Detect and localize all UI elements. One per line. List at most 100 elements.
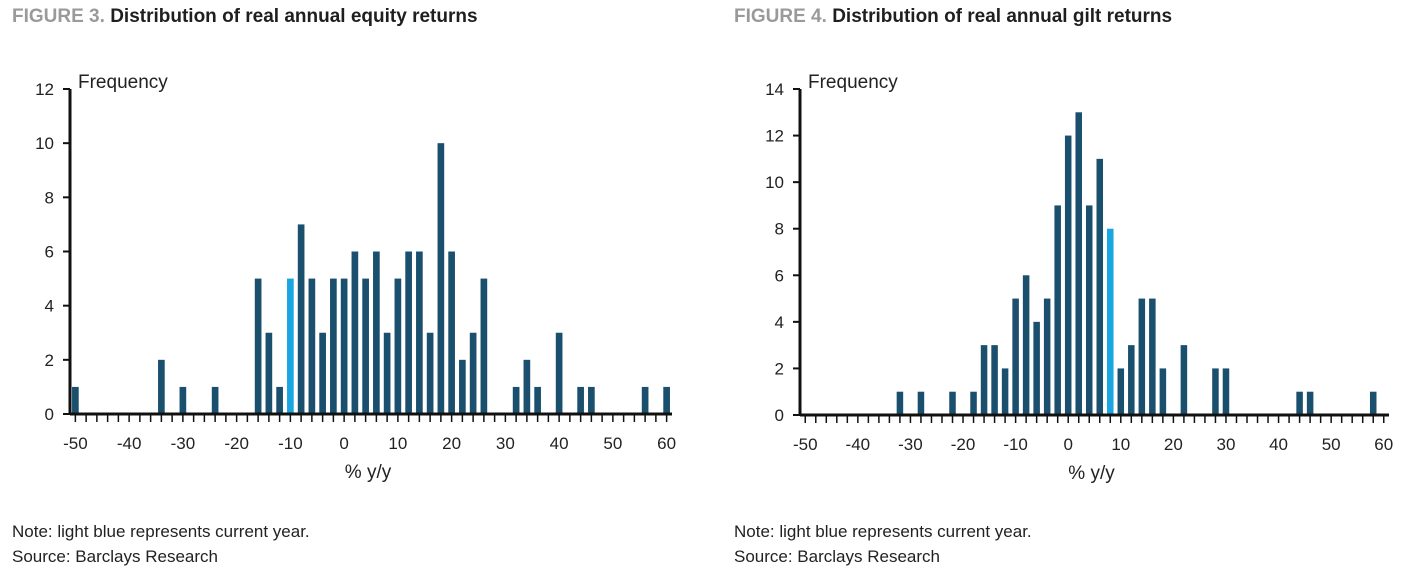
x-tick-label: -40 — [117, 434, 142, 453]
bar — [1096, 158, 1104, 416]
bar — [416, 251, 423, 414]
bar — [1138, 298, 1146, 415]
x-tick-label: 30 — [496, 434, 515, 453]
figure-4-source: Source: Barclays Research — [734, 547, 940, 566]
x-tick-label: -30 — [898, 435, 923, 454]
bar — [1085, 205, 1093, 415]
bar — [1159, 368, 1167, 415]
bar — [949, 391, 956, 415]
bar — [276, 386, 283, 414]
x-tick-label: -10 — [1003, 435, 1028, 454]
figure-3-source: Source: Barclays Research — [12, 547, 218, 566]
bar — [588, 386, 595, 414]
bar — [158, 359, 165, 414]
figure-3-notes: Note: light blue represents current year… — [12, 519, 310, 569]
bar — [394, 278, 402, 414]
bar — [340, 278, 348, 414]
bar — [426, 332, 434, 414]
bar — [211, 386, 219, 414]
x-tick-label: 10 — [1111, 435, 1130, 454]
bar — [1054, 205, 1061, 415]
x-tick-label: 20 — [442, 434, 461, 453]
y-tick-label: 8 — [775, 220, 784, 239]
figure-4-notes: Note: light blue represents current year… — [734, 519, 1032, 569]
y-tick-label: 12 — [35, 80, 54, 99]
bar — [459, 359, 466, 414]
bar — [373, 251, 380, 414]
x-axis-label: % y/y — [1068, 463, 1115, 484]
bar — [1149, 298, 1156, 415]
bar — [1043, 298, 1051, 415]
bar — [1001, 368, 1009, 415]
bar-current-year — [1107, 228, 1114, 415]
bar — [577, 386, 584, 414]
bar — [1180, 345, 1188, 415]
bar — [1033, 321, 1040, 415]
figure-4-title-text: Distribution of real annual gilt returns — [832, 6, 1173, 27]
figure-3-note: Note: light blue represents current year… — [12, 522, 310, 541]
bar-current-year — [287, 278, 294, 414]
x-axis-label: % y/y — [345, 462, 392, 483]
bar — [970, 391, 977, 415]
x-tick-label: 40 — [1269, 435, 1288, 454]
bar — [480, 278, 488, 414]
x-tick-label: 50 — [603, 434, 622, 453]
bar — [1064, 135, 1072, 415]
bar — [265, 332, 273, 414]
x-tick-label: 60 — [1374, 435, 1393, 454]
bar — [512, 386, 520, 414]
y-tick-label: 12 — [765, 127, 784, 146]
y-tick-label: 0 — [775, 406, 784, 425]
x-tick-label: 30 — [1217, 435, 1236, 454]
x-tick-label: 0 — [339, 434, 348, 453]
bar — [308, 278, 316, 414]
figure-3-title: FIGURE 3. Distribution of real annual eq… — [12, 6, 478, 28]
x-tick-label: 50 — [1322, 435, 1341, 454]
bar — [330, 278, 337, 414]
bar — [980, 345, 988, 415]
y-tick-label: 2 — [775, 359, 784, 378]
bar — [297, 224, 305, 414]
y-axis-label: Frequency — [78, 72, 168, 93]
x-tick-label: 60 — [657, 434, 676, 453]
bar — [448, 251, 455, 414]
bar — [1012, 298, 1019, 415]
bar — [523, 359, 531, 414]
bar — [991, 345, 998, 415]
bar — [534, 386, 541, 414]
bar — [351, 251, 359, 414]
bar — [1369, 391, 1377, 415]
y-tick-label: 10 — [765, 173, 784, 192]
x-tick-label: 40 — [550, 434, 569, 453]
y-tick-label: 6 — [775, 266, 784, 285]
x-tick-label: -30 — [171, 434, 196, 453]
bar — [437, 143, 445, 415]
y-tick-label: 4 — [45, 297, 54, 316]
x-tick-label: 0 — [1063, 435, 1072, 454]
x-tick-label: 10 — [388, 434, 407, 453]
bar — [1306, 391, 1314, 415]
bar — [1022, 275, 1030, 415]
bar — [362, 278, 369, 414]
bar — [555, 332, 563, 414]
bar — [896, 391, 904, 415]
y-axis-label: Frequency — [808, 72, 898, 93]
figure-4-note: Note: light blue represents current year… — [734, 522, 1032, 541]
y-tick-label: 2 — [45, 351, 54, 370]
bar — [663, 386, 670, 414]
y-tick-label: 14 — [765, 80, 784, 99]
y-tick-label: 8 — [45, 188, 54, 207]
equity-returns-chart: -50 -40 -30 -20 -10 0 10 20 30 40 50 60 0 2 4 6 8 10 12 Fre… — [35, 72, 676, 483]
x-tick-label: -20 — [951, 435, 976, 454]
x-tick-label: -50 — [793, 435, 818, 454]
figure-3-label: FIGURE 3. — [12, 6, 105, 27]
y-tick-label: 4 — [775, 313, 784, 332]
bar — [469, 332, 477, 414]
bar — [254, 278, 262, 414]
bar — [917, 391, 925, 415]
figure-3-panel: FIGURE 3. Distribution of real annual eq… — [0, 0, 680, 571]
figure-3-title-text: Distribution of real annual equity retur… — [110, 6, 478, 27]
bar — [319, 332, 326, 414]
figure-4-panel: FIGURE 4. Distribution of real annual gi… — [722, 0, 1402, 571]
figure-4-label: FIGURE 4. — [734, 6, 827, 27]
